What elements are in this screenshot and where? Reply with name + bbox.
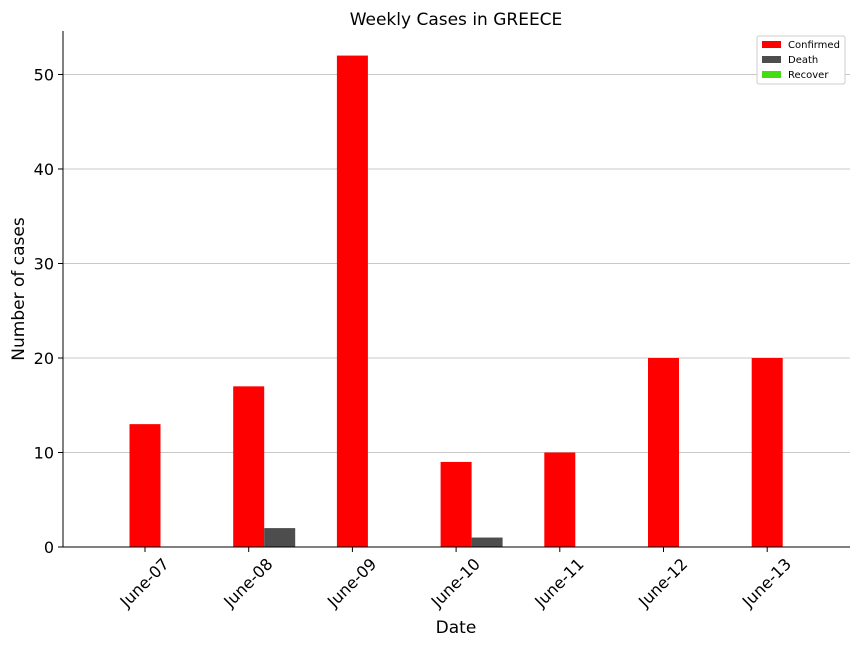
legend-swatch-confirmed — [762, 41, 781, 48]
bar-confirmed-june-12 — [648, 357, 679, 547]
bar-confirmed-june-10 — [440, 461, 472, 547]
legend-label-confirmed: Confirmed — [788, 40, 840, 51]
legend-swatch-recover — [762, 71, 781, 78]
y-tick-label: 0 — [44, 538, 54, 557]
x-tick-label: June-10 — [427, 554, 484, 611]
y-tick-label: 40 — [34, 160, 54, 179]
y-tick-label: 10 — [34, 443, 54, 462]
x-axis-title: Date — [436, 618, 477, 638]
y-tick-label: 50 — [34, 65, 54, 84]
x-tick-label: June-13 — [738, 554, 795, 611]
x-tick-label: June-09 — [323, 554, 380, 611]
y-tick-label: 30 — [34, 254, 54, 273]
legend-label-death: Death — [788, 55, 818, 66]
legend: Confirmed Death Recover — [756, 35, 846, 85]
y-axis-title: Number of cases — [9, 217, 29, 361]
bar-layer — [129, 55, 783, 547]
x-tick-label: June-07 — [116, 554, 173, 611]
bar-confirmed-june-08 — [233, 386, 265, 547]
bar-confirmed-june-09 — [336, 55, 368, 547]
x-tick-label: June-11 — [530, 554, 587, 611]
x-tick-label: June-12 — [634, 554, 691, 611]
bar-death-june-10 — [471, 537, 503, 547]
legend-label-recover: Recover — [788, 70, 829, 81]
bar-confirmed-june-07 — [129, 424, 161, 547]
bar-death-june-08 — [264, 528, 296, 547]
chart-title: Weekly Cases in GREECE — [350, 10, 563, 30]
x-tick-label: June-08 — [219, 554, 276, 611]
bar-confirmed-june-13 — [751, 357, 783, 547]
grid-layer — [63, 73, 850, 453]
bar-confirmed-june-11 — [544, 452, 576, 547]
legend-swatch-death — [762, 56, 781, 63]
y-tick-label: 20 — [34, 349, 54, 368]
